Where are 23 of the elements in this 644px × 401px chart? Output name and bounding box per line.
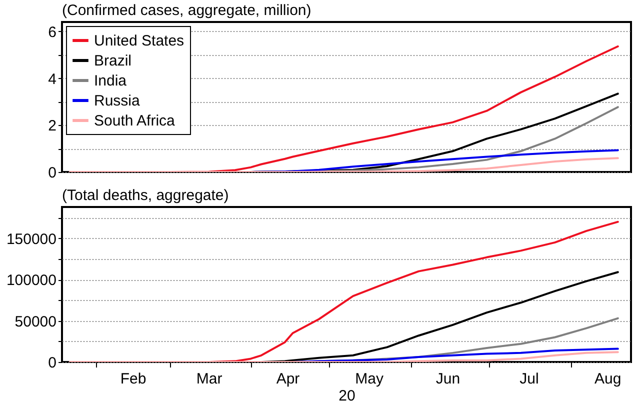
y-tick-label: 2 (48, 118, 56, 135)
x-tick-label: Jun (436, 370, 460, 388)
x-tick-label: May (355, 370, 384, 388)
y-tick-label: 50000 (14, 313, 56, 330)
y-tick-label: 0 (48, 354, 56, 372)
legend-label: India (94, 72, 128, 90)
legend-label: Russia (94, 92, 141, 110)
x-tick-label: Jul (520, 370, 539, 388)
y-tick-label: 100000 (6, 272, 56, 290)
x-tick-label: Mar (196, 370, 222, 388)
x-tick-label: Feb (120, 370, 146, 388)
legend-label: South Africa (94, 112, 176, 130)
y-tick-label: 150000 (6, 230, 56, 248)
chart-title: (Confirmed cases, aggregate, million) (62, 2, 312, 19)
y-tick-label: 6 (48, 24, 56, 41)
y-tick-label: 4 (48, 70, 56, 88)
y-tick-label: 0 (48, 164, 56, 182)
chart-title: (Total deaths, aggregate) (62, 187, 229, 204)
legend-label: United States (94, 32, 184, 50)
x-axis-title: 20 (338, 388, 356, 401)
legend-label: Brazil (94, 52, 132, 70)
x-tick-label: Apr (276, 370, 300, 388)
x-tick-label: Aug (594, 370, 622, 388)
